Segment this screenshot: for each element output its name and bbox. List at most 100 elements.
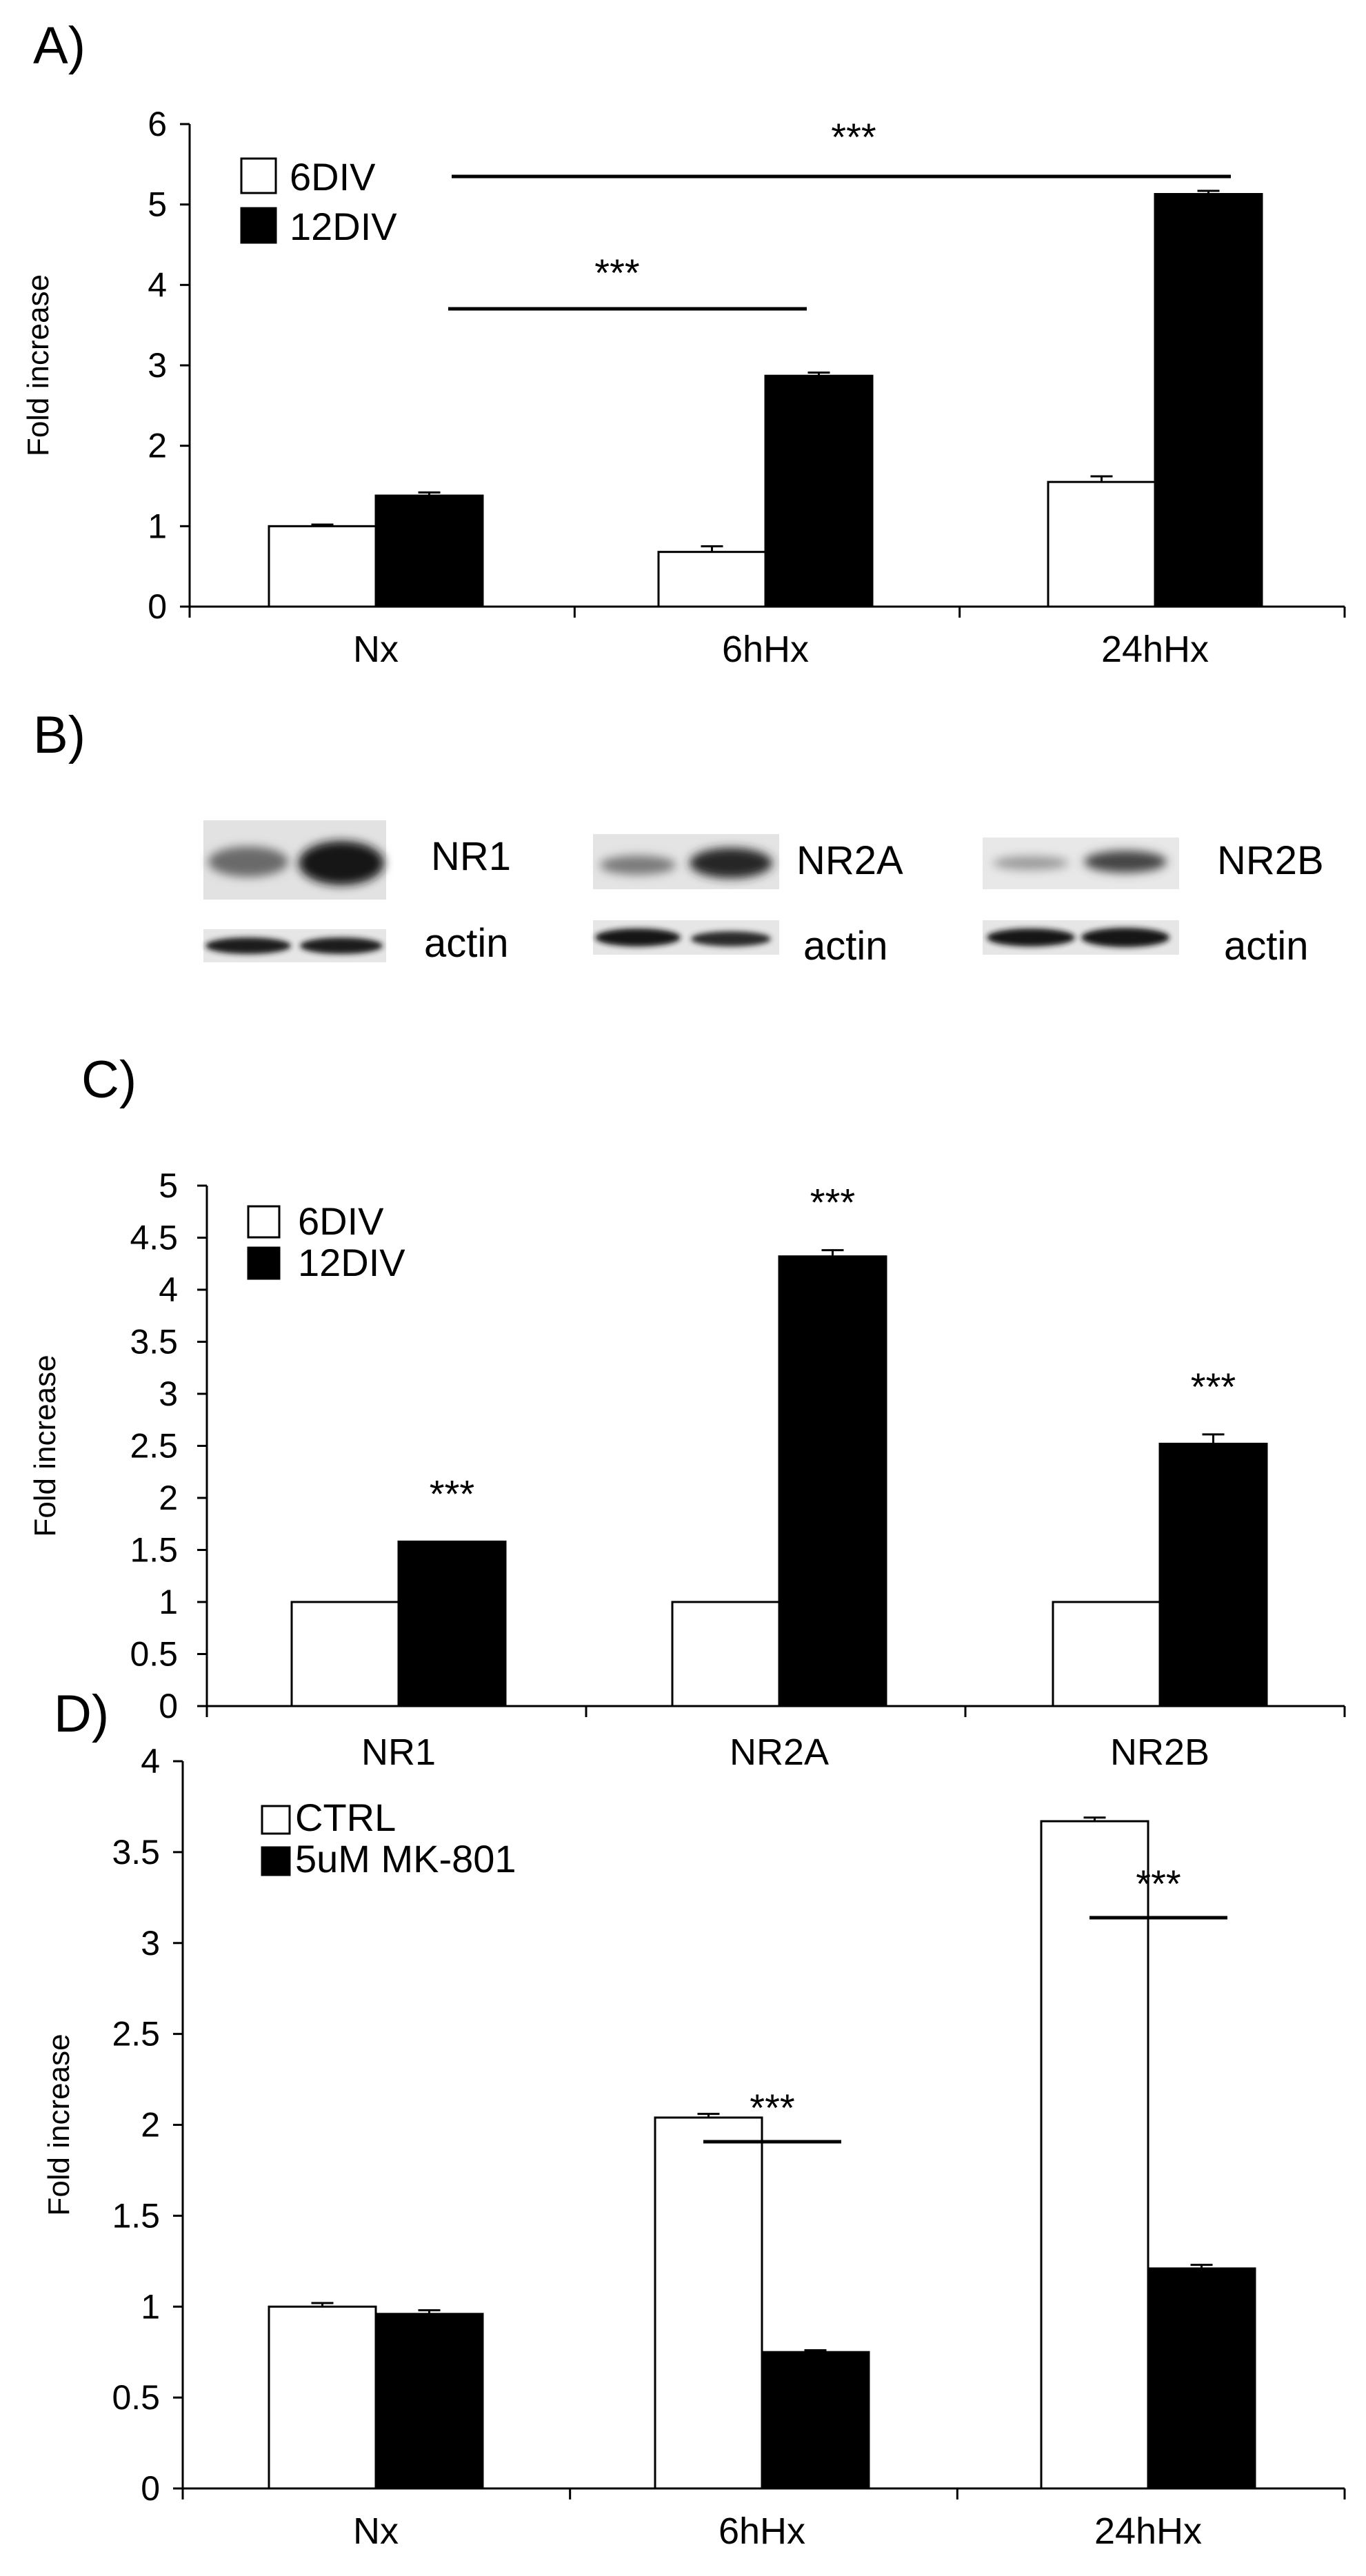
legend-swatch — [247, 1246, 281, 1280]
bar — [657, 551, 767, 608]
y-axis-label: Fold increase — [21, 274, 55, 456]
y-tick-label: 0.5 — [112, 2378, 160, 2417]
blot-band — [299, 841, 384, 885]
bar — [1052, 1601, 1161, 1707]
blot-label-control: actin — [803, 924, 888, 968]
y-tick-label: 2.5 — [112, 2015, 160, 2053]
bar — [268, 2305, 377, 2490]
legend-label: CTRL — [295, 1796, 396, 1839]
x-tick-label: 24hHx — [1094, 2511, 1202, 2552]
panel-a-letter: A) — [33, 17, 86, 75]
x-tick-label: NR2A — [730, 1732, 829, 1773]
x-tick-label: 6hHx — [719, 2511, 805, 2552]
bar — [764, 374, 874, 608]
x-tick-label: NR2B — [1110, 1732, 1209, 1773]
y-tick-label: 4.5 — [130, 1219, 178, 1257]
blot-label-control: actin — [1224, 924, 1309, 968]
chart-d: 0 0.5 1 1.5 2 2.5 3 3.5 4 Fold increase Nx 6hHx 24hH… — [42, 1742, 1346, 2552]
legend-label: 12DIV — [290, 205, 397, 248]
blot-label-control: actin — [424, 921, 509, 966]
bar — [1047, 480, 1156, 608]
blot-label-target: NR2B — [1217, 838, 1324, 883]
significance-stars: *** — [430, 1472, 474, 1515]
y-axis-label: Fold increase — [28, 1355, 62, 1537]
panel-c-letter: C) — [81, 1051, 137, 1109]
blot-band — [1084, 851, 1167, 873]
y-tick-label: 3.5 — [130, 1323, 178, 1361]
x-tick-label: Nx — [353, 2511, 399, 2552]
y-tick-label: 1.5 — [130, 1531, 178, 1570]
bar — [761, 2351, 870, 2490]
y-tick-label: 5 — [159, 1166, 178, 1205]
y-tick-label: 6 — [148, 105, 167, 143]
blot-band — [691, 931, 771, 946]
blot-label-target: NR1 — [431, 834, 511, 879]
bar — [1147, 2267, 1256, 2490]
legend-label: 6DIV — [298, 1199, 384, 1243]
y-tick-label: 3 — [148, 346, 167, 385]
x-tick-label: Nx — [353, 629, 399, 670]
y-tick-label: 0 — [141, 2469, 160, 2508]
bar — [1158, 1442, 1268, 1707]
significance-stars: *** — [1136, 1862, 1181, 1905]
x-tick-label: NR1 — [361, 1732, 436, 1773]
bar — [397, 1540, 507, 1707]
legend-swatch — [240, 207, 277, 244]
y-tick-label: 3 — [141, 1924, 160, 1963]
y-tick-label: 0 — [148, 587, 167, 626]
blot-band — [1081, 928, 1169, 947]
legend-label: 6DIV — [290, 155, 376, 199]
y-tick-label: 0 — [159, 1687, 178, 1725]
y-tick-label: 2.5 — [130, 1427, 178, 1466]
blot-nr2a: NR2A actin — [593, 834, 903, 968]
legend-swatch — [240, 157, 277, 194]
blot-panel: NR1 actin NR2A actin NR2B actin — [203, 820, 1324, 968]
significance-stars: *** — [810, 1181, 855, 1224]
bar — [778, 1255, 887, 1707]
y-tick-label: 3 — [159, 1375, 178, 1413]
x-tick-label: 6hHx — [722, 629, 809, 670]
blot-band — [993, 856, 1069, 870]
bar — [374, 494, 484, 608]
blot-nr2b: NR2B actin — [983, 838, 1324, 968]
significance-stars: *** — [831, 115, 876, 159]
significance-stars: *** — [594, 251, 639, 294]
y-tick-label: 2 — [141, 2106, 160, 2144]
bar — [654, 2116, 763, 2490]
y-tick-label: 2 — [148, 427, 167, 465]
bar — [374, 2313, 484, 2490]
legend-swatch — [261, 1846, 291, 1876]
x-tick-label: 24hHx — [1101, 629, 1209, 670]
significance-stars: *** — [1191, 1365, 1236, 1408]
bar — [1040, 1820, 1149, 2490]
blot-nr1: NR1 actin — [203, 820, 511, 966]
significance-stars: *** — [750, 2086, 794, 2129]
chart-c: 0 0.5 1 1.5 2 2.5 3 3.5 4 4.5 5 Fold increase NR1 NR2… — [28, 1166, 1346, 1773]
legend-label: 5uM MK-801 — [295, 1837, 516, 1880]
y-axis-label: Fold increase — [42, 2034, 76, 2215]
bar — [1154, 193, 1263, 608]
y-tick-label: 1 — [148, 507, 167, 545]
blot-band — [208, 846, 288, 877]
legend-swatch — [247, 1205, 281, 1239]
blot-band — [300, 937, 383, 954]
blot-band — [595, 929, 681, 946]
y-tick-label: 1 — [141, 2287, 160, 2326]
bar — [671, 1601, 781, 1707]
y-tick-label: 2 — [159, 1479, 178, 1517]
y-tick-label: 1.5 — [112, 2196, 160, 2235]
chart-a: 0 1 2 3 4 5 6 Fold increase Nx 6hHx 24hHx 6DIV 12DIV… — [21, 105, 1346, 670]
panel-d-letter: D) — [54, 1685, 109, 1743]
bar — [290, 1601, 400, 1707]
blot-band — [205, 937, 291, 954]
blot-band — [690, 848, 772, 878]
y-tick-label: 4 — [141, 1742, 160, 1781]
y-tick-label: 0.5 — [130, 1635, 178, 1674]
y-tick-label: 4 — [159, 1270, 178, 1309]
y-tick-label: 3.5 — [112, 1833, 160, 1872]
blot-band — [987, 929, 1075, 946]
y-tick-label: 5 — [148, 185, 167, 224]
y-tick-label: 1 — [159, 1583, 178, 1621]
legend-label: 12DIV — [298, 1241, 405, 1284]
